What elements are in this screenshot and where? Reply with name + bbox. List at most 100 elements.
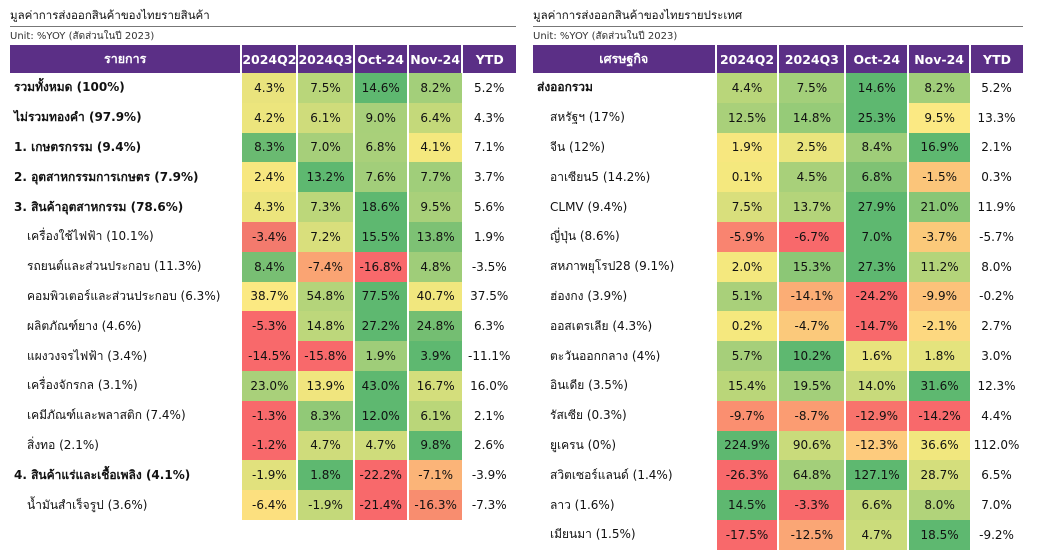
table-row: เครื่องใช้ไฟฟ้า (10.1%) -3.4% 7.2% 15.5% 13.… xyxy=(10,221,516,252)
ytd-cell: -5.7% xyxy=(979,229,1014,244)
value-cell: -26.3% xyxy=(714,460,779,491)
value-cell: 4.7% xyxy=(296,430,354,461)
value-cell: 13.9% xyxy=(296,370,354,401)
column-header-nov-24[interactable]: Nov-24 xyxy=(406,45,463,73)
value-cell: 15.5% xyxy=(352,221,408,252)
value-cell: 12.5% xyxy=(714,102,779,133)
value-cell: 8.2% xyxy=(907,73,971,103)
value-cell: -7.1% xyxy=(406,460,463,491)
ytd-cell: 13.3% xyxy=(977,110,1016,125)
row-label: สวิตเซอร์แลนด์ (1.4%) xyxy=(550,467,673,482)
table-row: 4. สินค้าแร่และเชื้อเพลิง (4.1%) -1.9% 1.8… xyxy=(10,460,516,491)
row-label: 1. เกษตรกรรม (9.4%) xyxy=(14,139,142,154)
ytd-cell: 7.0% xyxy=(981,498,1012,513)
ytd-cell: 16.0% xyxy=(470,378,509,393)
table-row: คอมพิวเตอร์และส่วนประกอบ (6.3%) 38.7% 54.8… xyxy=(10,281,516,312)
ytd-cell: 5.2% xyxy=(473,80,505,95)
column-header-oct-24[interactable]: Oct-24 xyxy=(844,45,909,73)
column-header-ytd[interactable]: YTD xyxy=(461,45,516,73)
table-row: เมียนมา (1.5%) -17.5% -12.5% 4.7% 18.5% -9.2% xyxy=(533,519,1023,550)
value-cell: 28.7% xyxy=(907,460,971,491)
value-cell: 14.6% xyxy=(352,73,408,103)
value-cell: 15.3% xyxy=(777,251,846,282)
row-label: อาเซียน5 (14.2%) xyxy=(550,169,651,184)
value-cell: 36.6% xyxy=(907,430,971,461)
column-header-item[interactable]: รายการ xyxy=(10,45,242,73)
row-label: เคมีภัณฑ์และพลาสติก (7.4%) xyxy=(27,408,186,423)
table-row: เครื่องจักรกล (3.1%) 23.0% 13.9% 43.0% 16.7%… xyxy=(10,370,516,401)
value-cell: 5.1% xyxy=(714,281,779,312)
value-cell: -17.5% xyxy=(714,519,779,550)
value-cell: 14.6% xyxy=(844,73,909,103)
ytd-cell: 6.5% xyxy=(981,468,1012,483)
ytd-cell: 1.9% xyxy=(473,229,505,244)
column-header-2024q2[interactable]: 2024Q2 xyxy=(714,45,779,73)
value-cell: 224.9% xyxy=(714,430,779,461)
table-row: แผงวงจรไฟฟ้า (3.4%) -14.5% -15.8% 1.9% 3.9% -… xyxy=(10,341,516,371)
row-label: อินเดีย (3.5%) xyxy=(550,378,628,393)
row-label: คอมพิวเตอร์และส่วนประกอบ (6.3%) xyxy=(27,288,221,303)
row-label: ตะวันออกกลาง (4%) xyxy=(550,348,661,363)
value-cell: 0.2% xyxy=(714,311,779,342)
value-cell: -3.4% xyxy=(240,221,298,252)
row-label: สหภาพยุโรป28 (9.1%) xyxy=(550,259,675,274)
value-cell: 7.5% xyxy=(714,192,779,222)
value-cell: 23.0% xyxy=(240,370,298,401)
table-row: 3. สินค้าอุตสาหกรรม (78.6%) 4.3% 7.3% 18.6%… xyxy=(10,192,516,222)
table-row: เคมีภัณฑ์และพลาสติก (7.4%) -1.3% 8.3% 12.0%… xyxy=(10,400,516,431)
value-cell: 14.5% xyxy=(714,490,779,520)
value-cell: -16.3% xyxy=(406,490,463,520)
value-cell: 6.1% xyxy=(406,400,463,431)
column-header-oct-24[interactable]: Oct-24 xyxy=(352,45,408,73)
value-cell: 10.2% xyxy=(777,341,846,371)
value-cell: 7.0% xyxy=(296,132,354,163)
value-cell: 6.1% xyxy=(296,102,354,133)
column-header-2024q2[interactable]: 2024Q2 xyxy=(240,45,298,73)
row-label: ฮ่องกง (3.9%) xyxy=(550,288,628,303)
value-cell: 64.8% xyxy=(777,460,846,491)
value-cell: 7.2% xyxy=(296,221,354,252)
value-cell: 6.6% xyxy=(844,490,909,520)
ytd-cell: 2.1% xyxy=(473,408,505,423)
product-exports-panel: มูลค่าการส่งออกสินค้าของไทยรายสินค้า Uni… xyxy=(10,0,516,520)
column-header-2024q3[interactable]: 2024Q3 xyxy=(777,45,846,73)
table-row: อินเดีย (3.5%) 15.4% 19.5% 14.0% 31.6% 12.3% xyxy=(533,370,1023,401)
value-cell: 8.2% xyxy=(406,73,463,103)
value-cell: 7.3% xyxy=(296,192,354,222)
value-cell: 8.0% xyxy=(907,490,971,520)
value-cell: 14.0% xyxy=(844,370,909,401)
value-cell: 8.3% xyxy=(240,132,298,163)
value-cell: -3.7% xyxy=(907,221,971,252)
column-header-nov-24[interactable]: Nov-24 xyxy=(907,45,971,73)
value-cell: -24.2% xyxy=(844,281,909,312)
row-label: จีน (12%) xyxy=(550,139,606,154)
value-cell: 8.4% xyxy=(240,251,298,282)
column-header-2024q3[interactable]: 2024Q3 xyxy=(296,45,354,73)
ytd-cell: 4.3% xyxy=(473,110,505,125)
value-cell: 2.4% xyxy=(240,162,298,193)
ytd-cell: 3.7% xyxy=(473,170,505,185)
value-cell: 9.8% xyxy=(406,430,463,461)
value-cell: 14.8% xyxy=(296,311,354,342)
ytd-cell: -7.3% xyxy=(471,498,507,513)
value-cell: 5.7% xyxy=(714,341,779,371)
value-cell: 4.7% xyxy=(352,430,408,461)
value-cell: 9.5% xyxy=(907,102,971,133)
table-row: ลาว (1.6%) 14.5% -3.3% 6.6% 8.0% 7.0% xyxy=(533,490,1023,520)
table-row: สิ่งทอ (2.1%) -1.2% 4.7% 4.7% 9.8% 2.6% xyxy=(10,430,516,461)
product-exports-table: รายการ 2024Q2 2024Q3 Oct-24 Nov-24 YTD ร… xyxy=(10,45,516,520)
value-cell: 40.7% xyxy=(406,281,463,312)
value-cell: -4.7% xyxy=(777,311,846,342)
row-label: ออสเตรเลีย (4.3%) xyxy=(550,318,653,333)
value-cell: 31.6% xyxy=(907,370,971,401)
ytd-cell: 3.0% xyxy=(981,349,1012,364)
column-header-ytd[interactable]: YTD xyxy=(969,45,1023,73)
value-cell: 4.5% xyxy=(777,162,846,193)
value-cell: 6.8% xyxy=(352,132,408,163)
value-cell: -1.9% xyxy=(296,490,354,520)
row-label: แผงวงจรไฟฟ้า (3.4%) xyxy=(27,348,148,363)
value-cell: 7.6% xyxy=(352,162,408,193)
row-label: เครื่องใช้ไฟฟ้า (10.1%) xyxy=(27,229,154,244)
column-header-economy[interactable]: เศรษฐกิจ xyxy=(533,45,716,73)
row-label: CLMV (9.4%) xyxy=(550,200,628,215)
